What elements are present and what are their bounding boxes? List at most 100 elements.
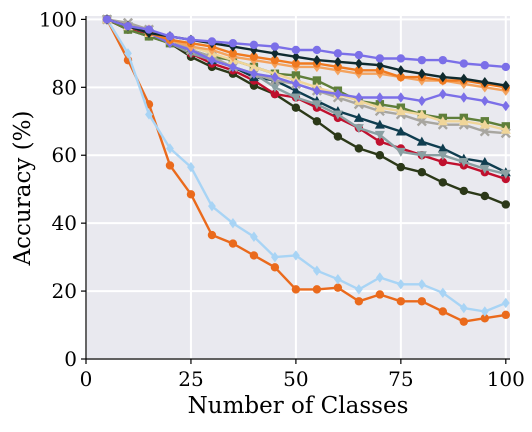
data-point [395, 147, 406, 157]
data-point [124, 48, 132, 59]
data-point [437, 116, 448, 126]
data-point [438, 71, 447, 83]
data-point [250, 231, 258, 242]
axis-frame [85, 16, 510, 360]
data-point [501, 80, 510, 91]
data-point [437, 151, 448, 161]
data-point [249, 251, 259, 260]
data-point [354, 58, 363, 69]
data-point [292, 51, 300, 62]
x-tick-label: 0 [80, 367, 93, 391]
data-point [187, 161, 195, 173]
data-point [374, 119, 385, 129]
data-point [417, 68, 426, 79]
x-tick-label: 50 [283, 367, 308, 391]
data-point [291, 71, 301, 80]
data-point [312, 85, 321, 96]
data-point [333, 283, 343, 292]
data-point [312, 117, 322, 126]
data-point [479, 157, 490, 167]
data-point [375, 60, 384, 71]
data-point [333, 88, 342, 100]
data-point [271, 71, 279, 83]
data-point [290, 85, 301, 95]
data-point [416, 136, 427, 146]
data-point [501, 62, 511, 72]
data-point [333, 56, 342, 68]
data-point [417, 55, 427, 65]
y-tick-label: 40 [52, 211, 77, 235]
data-point [396, 92, 405, 103]
data-point [480, 61, 490, 70]
data-point [186, 35, 196, 44]
data-point [501, 200, 511, 209]
series [102, 15, 511, 72]
y-ticks: 0 20 40 60 80 100 [39, 7, 86, 371]
data-point [228, 38, 238, 48]
data-point [250, 68, 258, 79]
data-point [438, 157, 448, 167]
data-point [270, 263, 280, 272]
data-point [480, 95, 489, 107]
data-point [396, 72, 406, 82]
data-point [501, 174, 511, 184]
data-point [311, 100, 322, 110]
data-point [333, 132, 343, 141]
data-point [354, 297, 364, 306]
data-point [438, 55, 448, 65]
data-point [480, 191, 490, 201]
y-tick-label: 60 [52, 143, 77, 167]
data-point [395, 126, 406, 136]
data-point [228, 239, 238, 248]
data-point [208, 200, 216, 212]
data-point [480, 306, 489, 317]
data-point [458, 116, 469, 126]
data-point [166, 143, 174, 154]
data-point [102, 15, 112, 24]
data-point [375, 137, 385, 146]
data-point [354, 144, 364, 153]
data-point [458, 158, 469, 168]
data-point [396, 65, 405, 76]
series-line [106, 18, 507, 108]
data-point [480, 77, 489, 88]
data-point [375, 290, 385, 299]
data-point [395, 106, 406, 116]
data-point [501, 310, 511, 320]
data-point [501, 100, 510, 112]
data-point [480, 314, 490, 323]
data-point [501, 297, 510, 309]
data-point [417, 297, 427, 306]
x-axis-title: Number of Classes [188, 393, 409, 419]
data-point [417, 168, 427, 177]
data-point [417, 95, 426, 107]
data-point [269, 83, 280, 93]
data-point [437, 143, 448, 153]
data-point [459, 59, 469, 68]
data-point [333, 49, 343, 58]
data-point [353, 124, 364, 134]
data-point [416, 109, 427, 119]
data-point [291, 285, 301, 294]
data-point [270, 55, 280, 65]
data-point [417, 279, 426, 290]
y-tick-label: 100 [39, 7, 77, 31]
data-point [438, 178, 448, 187]
data-point [249, 52, 259, 61]
data-point [459, 186, 469, 196]
data-point [354, 50, 364, 60]
data-point [208, 54, 216, 66]
data-point [354, 92, 363, 103]
data-point [500, 124, 511, 134]
data-point [333, 273, 342, 285]
data-point [312, 45, 322, 55]
data-point [291, 59, 301, 68]
data-point [500, 169, 511, 179]
y-axis-title: Accuracy (%) [10, 111, 36, 267]
data-point [292, 250, 300, 261]
data-point [186, 190, 196, 199]
data-point [312, 265, 321, 276]
x-tick-label: 25 [178, 367, 203, 391]
data-point [374, 130, 385, 140]
